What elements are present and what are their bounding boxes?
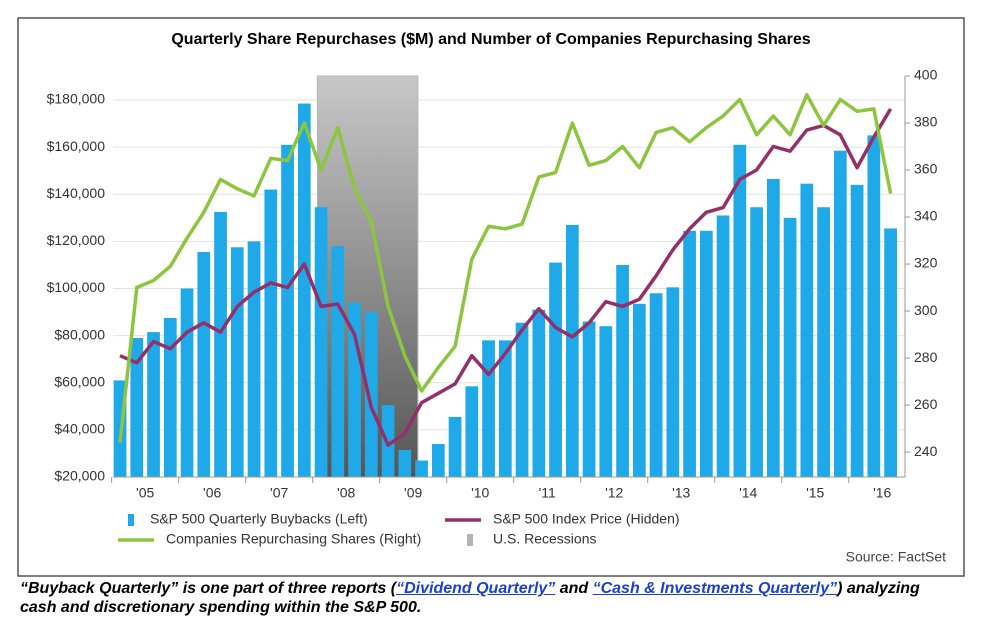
y-tick-label: $180,000 [47, 91, 106, 107]
bar [565, 224, 579, 477]
bar [364, 312, 378, 477]
x-tick-label: '07 [270, 485, 288, 501]
bar [230, 247, 244, 477]
bar [180, 288, 194, 477]
bar [448, 416, 462, 477]
bar [281, 144, 294, 478]
bar [297, 103, 311, 478]
bar [264, 189, 278, 477]
x-tick-label: '06 [203, 485, 221, 501]
bar [398, 449, 412, 477]
legend-swatch [128, 514, 134, 526]
bar [498, 340, 512, 477]
caption-text: ) analyzing [837, 580, 920, 597]
bar [666, 287, 680, 477]
x-tick-label: '08 [337, 485, 355, 501]
source: Source: FactSet [846, 549, 946, 565]
y-tick-label: $40,000 [54, 421, 105, 437]
legend-label: S&P 500 Quarterly Buybacks (Left) [150, 511, 368, 527]
caption-text: “Buyback Quarterly” [20, 580, 179, 597]
y2-tick-label: 240 [914, 443, 938, 459]
bar [314, 207, 328, 477]
bar [465, 386, 479, 477]
bar [699, 230, 713, 477]
y2-tick-label: 340 [914, 208, 938, 224]
line [119, 108, 893, 447]
bar [331, 246, 345, 477]
bar [750, 207, 763, 477]
caption-text: cash and discretionary spending within t… [20, 599, 422, 616]
x-tick-label: '11 [539, 485, 556, 501]
x-tick-label: '09 [404, 485, 422, 501]
y-tick-label: $140,000 [47, 185, 106, 201]
bar [833, 150, 847, 478]
link[interactable]: “Dividend Quarterly” [396, 580, 556, 597]
caption-text: is one part of three reports ( [178, 580, 397, 597]
bar [532, 309, 546, 477]
bar [247, 241, 261, 477]
x-tick-label: '14 [739, 485, 757, 501]
y2-tick-label: 280 [914, 349, 938, 365]
bar [431, 444, 445, 477]
bar [850, 184, 864, 477]
bar [616, 264, 629, 477]
bar [783, 217, 797, 477]
y2-tick-label: 360 [914, 161, 938, 177]
caption: “Buyback Quarterly” is one part of three… [20, 579, 980, 617]
bar [163, 317, 177, 477]
y-tick-label: $160,000 [47, 138, 106, 154]
x-tick-label: '05 [136, 485, 154, 501]
bar [482, 340, 495, 477]
bar [649, 293, 663, 477]
x-tick-label: '13 [672, 485, 690, 501]
bar [515, 322, 529, 477]
legend-label: S&P 500 Index Price (Hidden) [493, 511, 680, 527]
y2-tick-label: 400 [914, 67, 938, 83]
caption-text: and [555, 580, 593, 597]
bar [582, 321, 596, 477]
x-tick-label: '10 [471, 485, 489, 501]
chart-title: Quarterly Share Repurchases ($M) and Num… [171, 31, 810, 48]
bar [867, 135, 881, 477]
bar [599, 326, 613, 477]
bar [147, 332, 160, 477]
y-tick-label: $100,000 [47, 279, 106, 295]
y-tick-label: $60,000 [54, 373, 105, 389]
y-tick-label: $120,000 [47, 232, 106, 248]
bar [716, 215, 730, 477]
x-tick-label: '15 [806, 485, 824, 501]
y2-tick-label: 380 [914, 114, 938, 130]
bar [130, 337, 144, 477]
bar [817, 207, 830, 477]
bar [733, 144, 747, 478]
link[interactable]: “Cash & Investments Quarterly” [592, 580, 838, 597]
legend-swatch [467, 534, 473, 546]
bar [683, 230, 696, 477]
bar [214, 211, 227, 477]
bar [415, 460, 428, 477]
y2-tick-label: 320 [914, 255, 938, 271]
bar [800, 183, 814, 477]
y-tick-label: $80,000 [54, 326, 105, 342]
bar [766, 178, 780, 477]
bar [632, 303, 646, 477]
x-tick-label: '16 [873, 485, 891, 501]
y2-tick-label: 300 [914, 302, 938, 318]
line [118, 93, 893, 443]
bar [884, 228, 897, 477]
bar [197, 251, 211, 477]
bar [549, 262, 562, 477]
legend-label: U.S. Recessions [493, 531, 596, 547]
x-tick-label: '12 [605, 485, 623, 501]
legend-label: Companies Repurchasing Shares (Right) [166, 531, 421, 547]
y2-tick-label: 260 [914, 396, 938, 412]
y-tick-label: $20,000 [54, 468, 105, 484]
